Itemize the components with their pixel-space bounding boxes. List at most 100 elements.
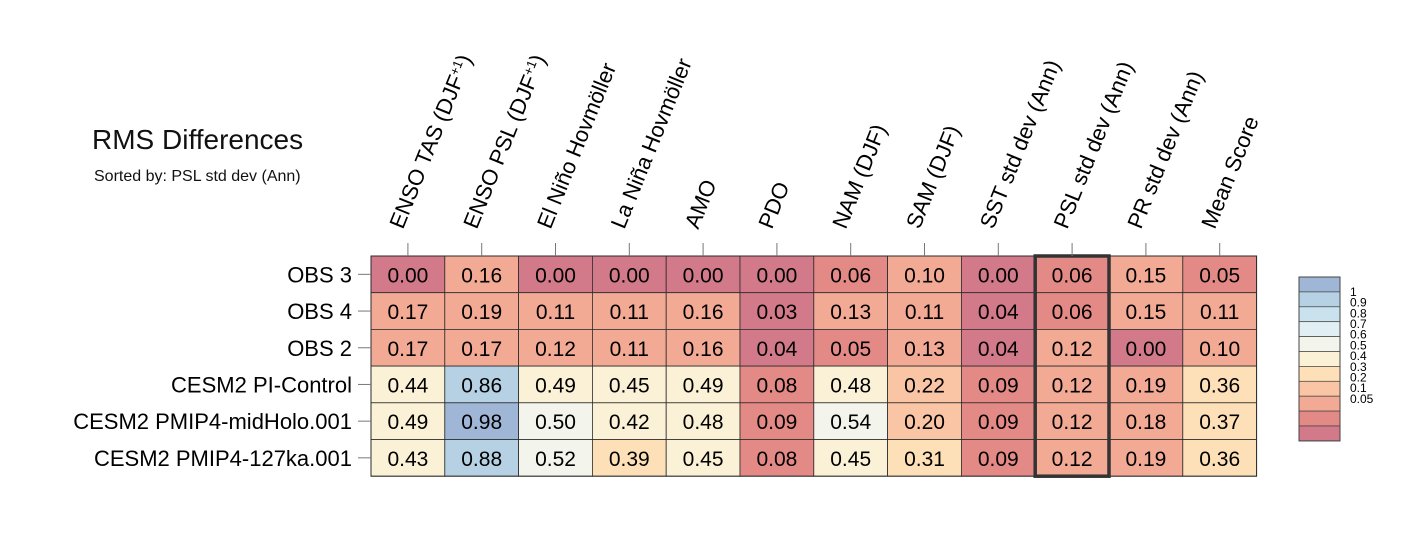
- heatmap-cell: [592, 292, 667, 330]
- cell-value-label: 0.12: [1052, 338, 1093, 361]
- cell-value-label: 0.17: [387, 338, 428, 361]
- cell-value-label: 0.13: [830, 301, 871, 324]
- legend-swatch: [1298, 425, 1341, 442]
- cell-value-label: 0.12: [1052, 374, 1093, 397]
- heatmap-cell: [961, 402, 1036, 440]
- cell-value-label: 0.11: [610, 301, 649, 324]
- heatmap-cell: [444, 328, 519, 367]
- cell-value-label: 0.98: [461, 411, 502, 434]
- legend-swatch: [1298, 336, 1341, 352]
- heatmap-cell: [1182, 439, 1258, 477]
- cell-value-label: 0.11: [610, 338, 649, 361]
- cell-value-label: 0.16: [683, 301, 724, 324]
- cell-value-label: 0.52: [535, 448, 576, 471]
- heatmap-cell: [1034, 328, 1110, 367]
- legend-tick-label: 0.2: [1350, 371, 1367, 385]
- column-label: PSL std dev (Ann): [1049, 58, 1139, 232]
- legend-tick-label: 0.5: [1350, 338, 1367, 352]
- cell-value-label: 0.48: [830, 374, 871, 397]
- cell-value-label: 0.00: [535, 264, 576, 287]
- row-label: CESM2 PI-Control: [171, 372, 352, 397]
- cell-value-label: 0.39: [609, 448, 650, 471]
- cell-value-label: 0.00: [978, 264, 1019, 287]
- cell-value-label: 0.22: [904, 374, 945, 397]
- column-label: AMO: [680, 176, 722, 232]
- cell-value-label: 0.36: [1199, 448, 1240, 471]
- heatmap-cell: [1108, 255, 1184, 294]
- heatmap-cell: [592, 402, 667, 440]
- column-label: El Niño Hovmöller: [532, 59, 621, 232]
- legend-swatch: [1298, 321, 1341, 337]
- cell-value-label: 0.00: [683, 264, 724, 287]
- legend-tick-label: 0.6: [1350, 328, 1367, 342]
- cell-value-label: 0.36: [1199, 374, 1240, 397]
- cell-value-label: 0.13: [904, 338, 945, 361]
- column-label: SAM (DJF): [901, 122, 965, 232]
- heatmap-cell: [961, 255, 1036, 294]
- heatmap-cell: [739, 402, 815, 440]
- column-label: SST std dev (Ann): [975, 56, 1065, 232]
- heatmap-cell: [370, 439, 446, 477]
- legend-swatch: [1298, 306, 1341, 323]
- heatmap-cell: [1108, 365, 1184, 404]
- heatmap-cell: [1034, 292, 1110, 330]
- legend-swatch: [1298, 366, 1341, 382]
- cell-value-label: 0.05: [830, 338, 871, 361]
- cell-value-label: 0.09: [978, 411, 1019, 434]
- heatmap-cell: [665, 439, 741, 477]
- cell-value-label: 0.16: [683, 338, 724, 361]
- legend-swatch: [1298, 276, 1341, 293]
- legend-tick-label: 0.9: [1350, 296, 1367, 310]
- cell-value-label: 0.49: [683, 374, 724, 397]
- heatmap-cell: [518, 365, 593, 404]
- cell-value-label: 0.00: [609, 264, 650, 287]
- heatmap-cell: [444, 292, 519, 330]
- heatmap-cell: [1182, 292, 1258, 330]
- heatmap-cell: [1108, 328, 1184, 367]
- heatmap-cell: [518, 292, 593, 330]
- cell-value-label: 0.06: [1052, 264, 1093, 287]
- legend-swatch: [1298, 291, 1341, 308]
- column-label: NAM (DJF): [827, 121, 891, 232]
- cell-value-label: 0.04: [978, 301, 1019, 324]
- legend-swatch: [1298, 380, 1341, 397]
- cell-value-label: 0.00: [1125, 338, 1166, 361]
- legend-tick-label: 0.7: [1350, 317, 1367, 331]
- cell-value-label: 0.04: [978, 338, 1019, 361]
- cell-value-label: 0.49: [387, 411, 428, 434]
- cell-value-label: 0.43: [387, 448, 428, 471]
- legend-tick-label: 0.8: [1350, 306, 1367, 320]
- heatmap-cell: [961, 439, 1036, 477]
- heatmap-cell: [665, 328, 741, 367]
- heatmap-cell: [518, 328, 593, 367]
- heatmap-cell: [961, 328, 1036, 367]
- cell-value-label: 0.16: [461, 264, 502, 287]
- legend-tick-label: 0.4: [1350, 349, 1367, 363]
- cell-value-label: 0.45: [830, 448, 871, 471]
- cell-value-label: 0.18: [1125, 411, 1166, 434]
- cell-value-label: 0.12: [1052, 411, 1093, 434]
- heatmap-cell: [518, 402, 593, 440]
- cell-value-label: 0.05: [1199, 264, 1240, 287]
- cell-value-label: 0.49: [535, 374, 576, 397]
- row-label: OBS 3: [287, 262, 352, 287]
- cell-value-label: 0.10: [904, 264, 945, 287]
- cell-value-label: 0.04: [756, 338, 797, 361]
- legend-frame: [1298, 276, 1341, 442]
- cell-value-label: 0.31: [904, 448, 945, 471]
- column-label: ENSO PSL (DJF+1): [458, 51, 551, 232]
- cell-value-label: 0.11: [905, 301, 944, 324]
- heatmap-frame: [370, 255, 1258, 477]
- column-label: La Niña Hovmöller: [606, 55, 697, 232]
- cell-value-label: 0.09: [756, 411, 797, 434]
- cell-value-label: 0.06: [830, 264, 871, 287]
- heatmap-cell: [370, 365, 446, 404]
- column-label: ENSO TAS (DJF+1): [384, 51, 477, 232]
- legend-tick-label: 0.05: [1350, 392, 1374, 406]
- heatmap-cell: [813, 439, 888, 477]
- heatmap-cell: [1034, 402, 1110, 440]
- cell-value-label: 0.86: [461, 374, 502, 397]
- column-label: PR std dev (Ann): [1122, 67, 1208, 232]
